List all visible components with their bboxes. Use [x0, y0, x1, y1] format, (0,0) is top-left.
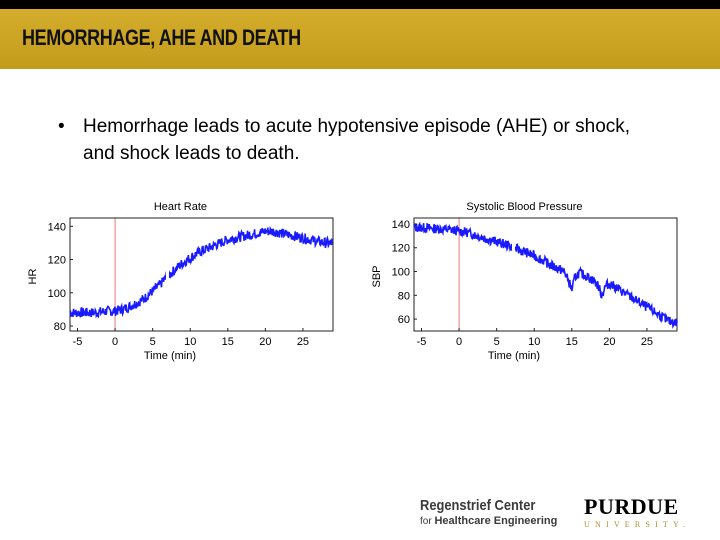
y-tick-label: 60 [398, 314, 410, 326]
series-gap-mask [166, 216, 169, 333]
y-axis-label: SBP [371, 265, 383, 287]
systolic-bp-chart: Systolic Blood Pressure -5 0 5 10 15 20 25 60 80 1… [371, 201, 678, 362]
x-tick-label: 5 [150, 336, 156, 348]
purdue-wordmark: PURDUE [584, 494, 679, 519]
x-tick-label: -5 [73, 336, 83, 348]
x-tick-label: 10 [528, 336, 540, 348]
x-tick-label: 25 [297, 336, 309, 348]
top-bar [0, 0, 720, 9]
purdue-logo: PURDUE UNIVERSITY. [584, 494, 691, 530]
regenstrief-healthcare: Healthcare Engineering [434, 515, 558, 527]
chart-title: Systolic Blood Pressure [466, 201, 582, 213]
plot-frame [69, 217, 334, 332]
regenstrief-subtitle: for Healthcare Engineering [420, 515, 557, 527]
chart-title: Heart Rate [154, 201, 207, 213]
x-axis-label: Time (min) [488, 350, 540, 362]
title-banner: HEMORRHAGE, AHE AND DEATH [0, 9, 720, 69]
regenstrief-for: for [420, 516, 432, 527]
series-line-hr [69, 225, 334, 319]
regenstrief-name: Regenstrief Center [420, 497, 536, 514]
bullet-point: • Hemorrhage leads to acute hypotensive … [58, 113, 658, 167]
y-tick-label: 100 [392, 267, 410, 279]
y-axis-label: HR [27, 269, 39, 285]
series-gap-mask [512, 216, 515, 333]
y-tick-label: 80 [398, 290, 410, 302]
y-tick-label: 120 [48, 255, 66, 267]
x-tick-label: 15 [222, 336, 234, 348]
x-tick-label: 0 [456, 336, 462, 348]
purdue-university: UNIVERSITY. [584, 520, 691, 529]
slide-title: HEMORRHAGE, AHE AND DEATH [22, 25, 301, 50]
y-tick-label: 120 [392, 243, 410, 255]
x-tick-label: 15 [566, 336, 578, 348]
bullet-text: Hemorrhage leads to acute hypotensive ep… [83, 116, 631, 164]
x-tick-label: -5 [417, 336, 427, 348]
heart-rate-chart: Heart Rate -5 0 5 10 15 20 25 80 100 120 140 Time (m… [27, 201, 334, 362]
y-tick-label: 140 [392, 219, 410, 231]
plot-frame [413, 217, 678, 332]
series-line-sbp [413, 221, 678, 329]
x-tick-label: 20 [259, 336, 271, 348]
x-tick-label: 10 [184, 336, 196, 348]
x-tick-label: 25 [641, 336, 653, 348]
x-axis-label: Time (min) [144, 350, 196, 362]
x-tick-label: 20 [603, 336, 615, 348]
y-tick-label: 140 [48, 221, 66, 233]
y-tick-label: 80 [54, 321, 66, 333]
x-tick-label: 0 [112, 336, 118, 348]
x-tick-label: 5 [494, 336, 500, 348]
regenstrief-logo: Regenstrief Center for Healthcare Engine… [420, 497, 557, 527]
y-tick-label: 100 [48, 288, 66, 300]
bullet-marker: • [58, 116, 65, 137]
